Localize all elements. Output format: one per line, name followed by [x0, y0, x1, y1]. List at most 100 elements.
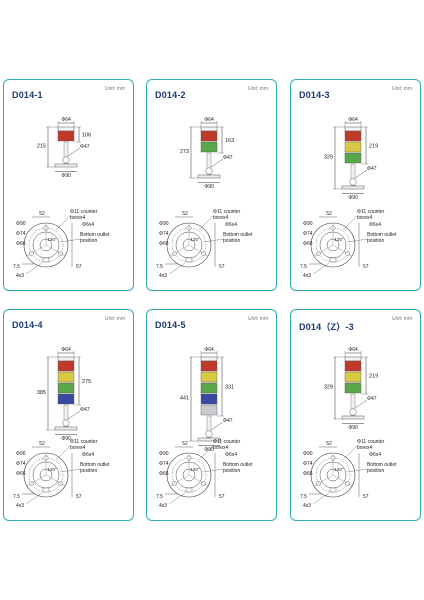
pole-joint: [349, 178, 357, 186]
outlet-slot: [42, 487, 50, 493]
lamp-tier-red: [57, 360, 75, 372]
lamp-height-label: 219: [369, 144, 378, 150]
slot-width-label: 7.5: [13, 494, 20, 500]
lamp-tier-white: [200, 404, 218, 416]
outlet-slot: [329, 487, 337, 493]
model-card: D014（Z）-3 Unit: mm Φ64 329 219 Φ47 Φ90 52 Φ11 co…: [290, 309, 421, 521]
slot-width-label: 7.5: [300, 264, 307, 270]
angle-label: 120°: [190, 467, 200, 472]
lamp-tier-red: [344, 360, 362, 372]
outlet-label-2: position: [80, 238, 97, 244]
outlet-label: Bottom outlet: [80, 232, 110, 238]
mounting-base: [197, 174, 221, 179]
unit-label: Unit: mm: [392, 86, 412, 92]
bolt-circle-label: Φ74: [16, 231, 26, 237]
lamp-cap: [57, 126, 75, 132]
width-label: 52: [182, 211, 188, 217]
pole-diameter-label: Φ47: [80, 144, 90, 150]
slot-size-label: 4x3: [16, 503, 24, 509]
center-line: [169, 244, 190, 257]
lamp-tier-green: [57, 382, 75, 394]
unit-label: Unit: mm: [392, 316, 412, 322]
lamp-height-label: 331: [225, 385, 234, 391]
lamp-tier-yellow: [57, 371, 75, 383]
pole-diameter-label: Φ47: [80, 407, 90, 413]
center-line: [45, 244, 66, 257]
outlet-slot: [42, 257, 50, 263]
leader-line: [198, 215, 214, 231]
leader-line: [59, 238, 82, 243]
leader-line: [202, 238, 225, 243]
outlet-slot: [329, 257, 337, 263]
hole-label: Φ6x4: [82, 222, 94, 228]
lamp-tier-green: [344, 382, 362, 394]
outer-diameter-label: Φ90: [159, 221, 169, 227]
leader-line: [312, 262, 330, 275]
unit-label: Unit: mm: [248, 316, 268, 322]
center-line: [26, 244, 47, 257]
angle-label: 120°: [334, 467, 344, 472]
center-line: [313, 244, 334, 257]
counter-bore-label: Φ11 counter: [70, 209, 98, 215]
inner-diameter-label: Φ66: [159, 241, 169, 247]
hole-label: Φ6x4: [82, 452, 94, 458]
width-label: 52: [326, 211, 332, 217]
leader-line: [25, 492, 43, 505]
overall-height-label: 273: [180, 149, 189, 155]
hole-label: Φ6x4: [369, 452, 381, 458]
model-title: D014-1: [12, 90, 43, 100]
slot-width-label: 7.5: [156, 494, 163, 500]
center-line: [188, 474, 209, 487]
lamp-cap: [57, 356, 75, 362]
pole-diameter-label: Φ47: [367, 396, 377, 402]
bolt-circle-label: Φ74: [159, 231, 169, 237]
slot-size-label: 4x3: [16, 273, 24, 279]
pole-diameter-label: Φ47: [223, 418, 233, 424]
base-diameter-label: Φ90: [61, 436, 71, 442]
slot-size-label: 4x3: [159, 273, 167, 279]
angle-label: 120°: [47, 467, 57, 472]
leader-line: [346, 468, 369, 473]
leader-line: [202, 468, 225, 473]
hole-label: Φ6x4: [369, 222, 381, 228]
angle-label: 120°: [47, 237, 57, 242]
leader-line: [67, 410, 81, 420]
center-line: [45, 474, 66, 487]
lamp-tier-red: [200, 360, 218, 372]
model-card: D014-5 Unit: mm Φ64 441 331 Φ47 Φ90 52 Φ11 count…: [146, 309, 277, 521]
leader-line: [59, 468, 82, 473]
center-line: [169, 474, 190, 487]
model-title: D014-3: [299, 90, 330, 100]
counter-bore-label-2: borex4: [213, 445, 229, 451]
slot-size-label: 4x3: [159, 503, 167, 509]
lamp-height-label: 106: [82, 133, 91, 139]
leader-line: [168, 262, 186, 275]
outlet-label-2: position: [367, 238, 384, 244]
bolt-circle-label: Φ74: [16, 461, 26, 467]
outlet-slot: [185, 487, 193, 493]
overall-height-label: 385: [37, 390, 46, 396]
mounting-base: [341, 185, 365, 190]
leader-line: [67, 147, 81, 157]
pole-diameter-label: Φ47: [223, 155, 233, 161]
outlet-label: Bottom outlet: [80, 462, 110, 468]
counter-bore-label-2: borex4: [357, 215, 373, 221]
leader-line: [210, 421, 224, 431]
lamp-tier-green: [200, 382, 218, 394]
overall-height-label: 215: [37, 144, 46, 150]
bolt-circle-label: Φ74: [159, 461, 169, 467]
bolt-circle-label: Φ74: [303, 461, 313, 467]
model-title: D014-4: [12, 320, 43, 330]
lamp-tier-blue: [57, 393, 75, 405]
slot-width-label: 7.5: [300, 494, 307, 500]
outlet-label-2: position: [367, 468, 384, 474]
base-diameter-label: Φ90: [348, 195, 358, 201]
leader-line: [342, 445, 358, 461]
lamp-height-label: 219: [369, 374, 378, 380]
overall-height-label: 329: [324, 385, 333, 391]
slot-size-label: 4x3: [303, 503, 311, 509]
outer-diameter-label: Φ90: [159, 451, 169, 457]
pole-joint: [205, 430, 213, 438]
